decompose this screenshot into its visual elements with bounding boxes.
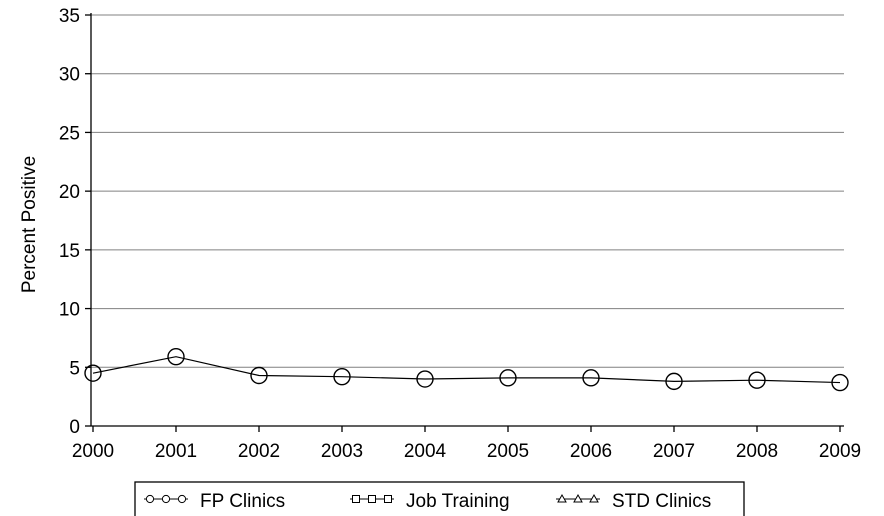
data-point (167, 348, 185, 366)
data-point (748, 371, 766, 389)
data-point (665, 372, 683, 391)
data-point (250, 366, 268, 385)
x-tick-label: 2007 (653, 441, 695, 462)
legend: FP Clinics Job Training STD Clinics (134, 481, 745, 516)
x-tick-label: 2005 (487, 441, 529, 462)
x-tick-label: 2004 (404, 441, 447, 462)
legend-marker (573, 493, 583, 503)
x-tick-label: 2000 (72, 441, 114, 462)
legend-marker (352, 495, 360, 503)
y-tick-label: 30 (59, 65, 80, 86)
legend-marker (145, 494, 155, 504)
y-tick-label: 0 (69, 417, 80, 438)
legend-label: STD Clinics (612, 491, 711, 512)
x-tick-label: 2008 (736, 441, 778, 462)
x-axis-ticks: 2000 2001 2002 2003 2004 2005 2006 2007 2008 2009 (72, 426, 861, 462)
data-point (416, 370, 434, 388)
series-fp-clinics (84, 348, 849, 392)
gridlines (91, 14, 844, 368)
legend-item: Job Training (350, 491, 510, 512)
legend-label: Job Training (406, 491, 510, 512)
y-tick-label: 35 (59, 6, 80, 27)
legend-marker (368, 495, 376, 503)
y-axis-ticks: 0 5 10 15 20 25 30 35 (59, 6, 91, 438)
y-tick-label: 5 (69, 358, 80, 379)
y-tick-label: 10 (59, 300, 80, 321)
legend-marker (557, 493, 567, 503)
legend-item: FP Clinics (144, 491, 285, 512)
y-axis-title: Percent Positive (19, 156, 40, 293)
x-tick-label: 2006 (570, 441, 612, 462)
legend-marker (161, 494, 171, 504)
x-tick-label: 2003 (321, 441, 363, 462)
data-point (499, 369, 517, 387)
x-tick-label: 2001 (155, 441, 197, 462)
y-tick-label: 20 (59, 182, 80, 203)
y-tick-label: 15 (59, 241, 80, 262)
legend-marker (384, 495, 392, 503)
series-layer (84, 348, 849, 392)
legend-label: FP Clinics (200, 491, 285, 512)
y-tick-label: 25 (59, 123, 80, 144)
data-point (582, 369, 600, 387)
x-tick-label: 2009 (819, 441, 861, 462)
legend-box (134, 481, 745, 516)
x-tick-label: 2002 (238, 441, 280, 462)
axes (90, 13, 844, 427)
legend-marker (177, 494, 187, 504)
data-point (333, 367, 351, 386)
legend-item: STD Clinics (556, 491, 711, 512)
legend-marker (589, 493, 599, 503)
data-point (84, 364, 102, 382)
data-point (831, 373, 849, 392)
series-line (92, 356, 841, 384)
